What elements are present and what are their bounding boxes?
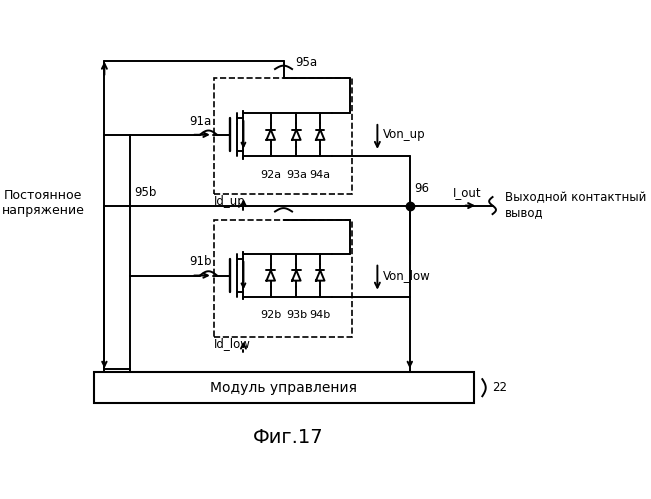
Text: Модуль управления: Модуль управления bbox=[210, 381, 357, 395]
Text: Von_up: Von_up bbox=[383, 128, 425, 141]
Text: 91a: 91a bbox=[189, 115, 211, 128]
Text: 94a: 94a bbox=[310, 170, 331, 180]
Bar bbox=[214, 220, 352, 337]
Text: 96: 96 bbox=[414, 182, 429, 195]
Text: 94b: 94b bbox=[310, 310, 331, 320]
Text: 92b: 92b bbox=[260, 310, 281, 320]
Text: 92a: 92a bbox=[260, 170, 281, 180]
Text: Выходной контактный
вывод: Выходной контактный вывод bbox=[505, 192, 646, 220]
Text: Фиг.17: Фиг.17 bbox=[253, 428, 323, 447]
Text: 91b: 91b bbox=[189, 255, 212, 268]
Text: Постоянное
напряжение: Постоянное напряжение bbox=[1, 189, 85, 217]
Bar bbox=[94, 372, 474, 404]
Text: Id_low: Id_low bbox=[214, 337, 251, 350]
Text: Id_up: Id_up bbox=[214, 195, 245, 208]
Text: Von_low: Von_low bbox=[383, 269, 430, 282]
Text: 93b: 93b bbox=[286, 310, 307, 320]
Text: 95a: 95a bbox=[296, 56, 318, 69]
Text: 95b: 95b bbox=[134, 186, 157, 199]
Text: I_out: I_out bbox=[452, 186, 481, 199]
Text: 93a: 93a bbox=[286, 170, 307, 180]
Text: 22: 22 bbox=[493, 381, 508, 394]
Bar bbox=[214, 78, 352, 195]
